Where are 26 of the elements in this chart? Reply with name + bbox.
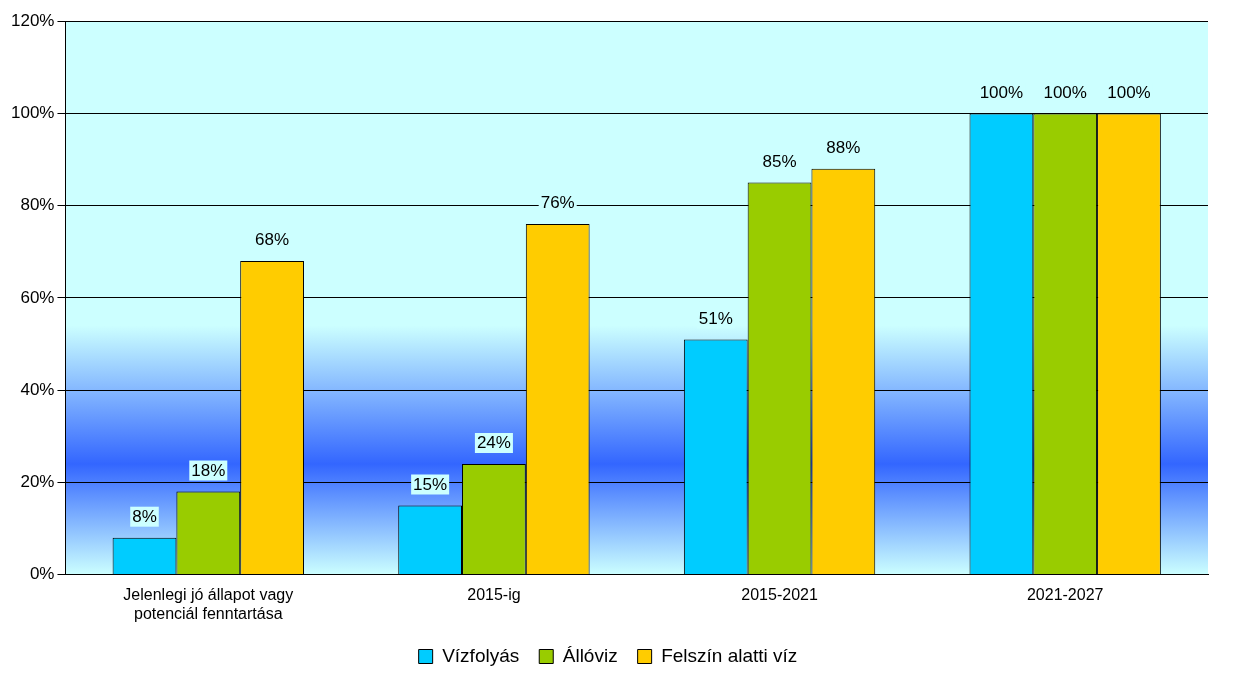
data-label: 68% [255, 230, 290, 250]
x-tick-label: 2021-2027 [1026, 585, 1104, 603]
y-tick-label: 0% [29, 564, 55, 584]
data-label: 76% [540, 193, 575, 213]
data-label: 100% [1107, 82, 1151, 102]
x-tick-label: 2015-2021 [741, 585, 818, 603]
y-tick-label: 120% [11, 10, 55, 30]
data-label: 8% [132, 506, 157, 526]
x-tick-label: 2015-ig [467, 585, 521, 603]
data-label: 85% [762, 151, 797, 171]
y-tick-label: 40% [20, 379, 55, 399]
legend-label: Felszín alatti víz [661, 644, 798, 666]
y-tick-label: 80% [20, 195, 55, 215]
x-tick-label: Jelenlegi jó állapot vagy potenciál fenntartása [123, 585, 294, 622]
data-label: 15% [413, 474, 448, 494]
data-label: 24% [476, 433, 511, 453]
data-label: 51% [698, 308, 733, 328]
legend-label: Vízfolyás [442, 644, 520, 666]
data-label: 100% [1043, 82, 1087, 102]
y-tick-label: 60% [20, 287, 55, 307]
data-label: 88% [826, 137, 861, 157]
legend-label: Állóviz [562, 644, 618, 666]
data-label: 18% [191, 460, 226, 480]
y-tick-label: 100% [11, 103, 55, 123]
data-label: 100% [979, 82, 1024, 102]
y-tick-label: 20% [20, 472, 55, 492]
